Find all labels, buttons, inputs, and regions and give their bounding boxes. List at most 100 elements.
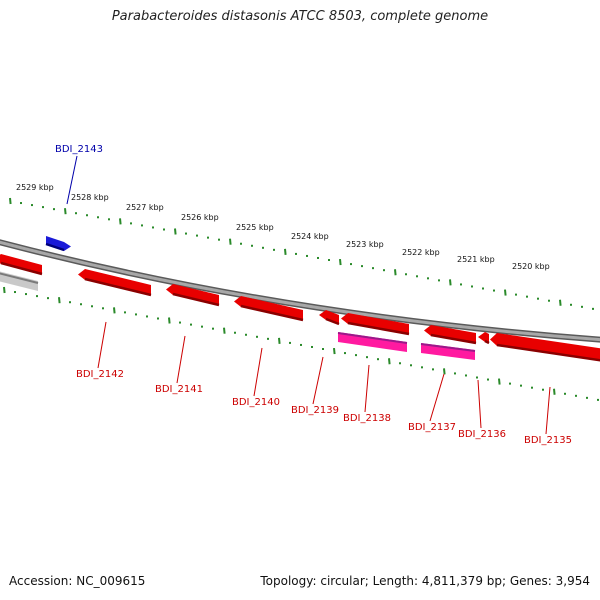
inner-tick-major bbox=[58, 297, 61, 304]
outer-tick-major bbox=[559, 299, 562, 306]
outer-scale-ticks bbox=[9, 197, 594, 310]
gene-BDI_2141[interactable] bbox=[166, 284, 220, 307]
genome-title: Parabacteroides distasonis ATCC 8503, co… bbox=[111, 9, 489, 24]
gene-label-BDI_2138[interactable]: BDI_2138 bbox=[343, 413, 391, 424]
gene-BDI_2137-shade bbox=[420, 343, 476, 352]
kbp-label: 2525 kbp bbox=[236, 223, 274, 232]
leader-line-BDI_2135 bbox=[545, 386, 551, 435]
gene-BDI_2142-body bbox=[78, 269, 151, 295]
gene-BDI_2136-shade bbox=[484, 339, 490, 345]
inner-tick-major bbox=[223, 327, 226, 334]
gene-BDI_2143-body bbox=[46, 236, 71, 251]
gene-label-BDI_2143[interactable]: BDI_2143 bbox=[55, 144, 103, 155]
outer-tick-major bbox=[229, 238, 232, 245]
gene-BDI_2140-shade bbox=[240, 304, 304, 322]
kbp-label: 2520 kbp bbox=[512, 262, 550, 271]
kbp-label: 2527 kbp bbox=[126, 203, 164, 212]
gene-BDI_2143[interactable] bbox=[45, 236, 71, 252]
gene-BDI_2142-left[interactable] bbox=[0, 254, 43, 276]
backbone-shadow bbox=[0, 239, 600, 343]
kbp-label: 2522 kbp bbox=[402, 248, 440, 257]
gene-BDI_2138-cds[interactable] bbox=[341, 313, 410, 336]
gene-BDI_2140[interactable] bbox=[234, 296, 304, 322]
outer-tick-major bbox=[174, 228, 177, 235]
outer-tick-major bbox=[449, 279, 452, 286]
inner-tick-major bbox=[388, 358, 391, 365]
gene-BDI_2139-shade bbox=[325, 317, 340, 326]
gene-features bbox=[0, 236, 600, 362]
gene-BDI_2138[interactable] bbox=[337, 332, 408, 352]
genome-summary: Topology: circular; Length: 4,811,379 bp… bbox=[260, 574, 590, 588]
gene-BDI_2135[interactable] bbox=[490, 333, 600, 362]
gene-BDI_2139-body bbox=[319, 310, 339, 324]
gene-label-BDI_2139[interactable]: BDI_2139 bbox=[291, 405, 339, 416]
gene-BDI_2135-shade bbox=[496, 343, 600, 362]
leader-line-BDI_2140 bbox=[253, 347, 263, 397]
kbp-label: 2526 kbp bbox=[181, 213, 219, 222]
gene-label-BDI_2142[interactable]: BDI_2142 bbox=[76, 369, 124, 380]
leader-line-BDI_2142 bbox=[97, 321, 107, 369]
inner-tick-major bbox=[3, 286, 6, 294]
gene-BDI_2138-body bbox=[338, 332, 407, 352]
inner-tick-major bbox=[553, 388, 556, 395]
gene-BDI_2137[interactable] bbox=[420, 343, 476, 360]
gene-label-BDI_2136[interactable]: BDI_2136 bbox=[458, 429, 506, 440]
gene-grey-left-shade bbox=[0, 272, 39, 284]
gene-BDI_2137-cds[interactable] bbox=[424, 325, 477, 345]
gene-BDI_2141-shade bbox=[172, 292, 220, 307]
outer-tick-major bbox=[119, 218, 122, 225]
gene-BDI_2137-cds-shade bbox=[430, 333, 477, 345]
outer-tick-major bbox=[504, 289, 507, 296]
gene-labels: BDI_2143 BDI_2142 BDI_2141 BDI_2140 BDI_2139… bbox=[55, 144, 572, 446]
leader-line-BDI_2139 bbox=[312, 356, 324, 405]
gene-label-BDI_2137[interactable]: BDI_2137 bbox=[408, 422, 456, 433]
gene-BDI_2135-body bbox=[490, 333, 600, 361]
inner-tick-major bbox=[333, 347, 336, 355]
gene-BDI_2141-body bbox=[166, 284, 219, 305]
kbp-label: 2524 kbp bbox=[291, 232, 329, 241]
kbp-label: 2528 kbp bbox=[71, 193, 109, 202]
gene-BDI_2142[interactable] bbox=[78, 269, 152, 297]
gene-grey-left[interactable] bbox=[0, 270, 39, 291]
outer-tick-major bbox=[9, 197, 12, 205]
kbp-label: 2529 kbp bbox=[16, 183, 54, 192]
inner-tick-major bbox=[278, 337, 281, 344]
kbp-labels: 2529 kbp 2528 kbp 2527 kbp 2526 kbp 2525 kbp… bbox=[16, 183, 550, 271]
leader-line-BDI_2138 bbox=[364, 364, 370, 413]
outer-tick-major bbox=[284, 248, 287, 255]
leader-line-BDI_2141 bbox=[176, 335, 186, 384]
gene-label-BDI_2140[interactable]: BDI_2140 bbox=[232, 397, 280, 408]
kbp-label: 2523 kbp bbox=[346, 240, 384, 249]
gene-BDI_2142-shade bbox=[84, 277, 152, 297]
gene-BDI_2142-left-shade bbox=[0, 261, 43, 276]
inner-tick-major bbox=[168, 317, 171, 324]
inner-tick-major bbox=[443, 368, 446, 375]
gene-BDI_2139[interactable] bbox=[319, 310, 340, 326]
gene-BDI_2137-cds-body bbox=[424, 325, 476, 343]
leader-line-BDI_2136 bbox=[477, 379, 482, 429]
gene-BDI_2137-body bbox=[421, 343, 475, 360]
accession-label: Accession: NC_009615 bbox=[9, 574, 146, 588]
backbone-line bbox=[0, 240, 600, 342]
gene-BDI_2138-cds-body bbox=[341, 313, 409, 334]
leader-line-BDI_2143 bbox=[66, 155, 78, 205]
inner-tick-major bbox=[113, 307, 116, 314]
leader-line-BDI_2137 bbox=[429, 373, 445, 422]
gene-BDI_2142-left-body bbox=[0, 254, 42, 274]
kbp-label: 2521 kbp bbox=[457, 255, 495, 264]
outer-tick-major bbox=[394, 269, 397, 276]
gene-BDI_2136[interactable] bbox=[478, 332, 490, 345]
genome-backbone bbox=[0, 239, 600, 343]
gene-label-BDI_2141[interactable]: BDI_2141 bbox=[155, 384, 203, 395]
gene-grey-left-body bbox=[0, 271, 38, 291]
gene-BDI_2143-shade bbox=[45, 242, 65, 252]
outer-tick-major bbox=[339, 258, 342, 266]
inner-scale-ticks bbox=[3, 286, 599, 401]
gene-BDI_2138-cds-shade bbox=[347, 321, 410, 336]
gene-BDI_2138-shade bbox=[337, 332, 408, 344]
outer-tick-major bbox=[64, 208, 67, 215]
gene-BDI_2140-body bbox=[234, 296, 303, 320]
gene-label-BDI_2135[interactable]: BDI_2135 bbox=[524, 435, 572, 446]
